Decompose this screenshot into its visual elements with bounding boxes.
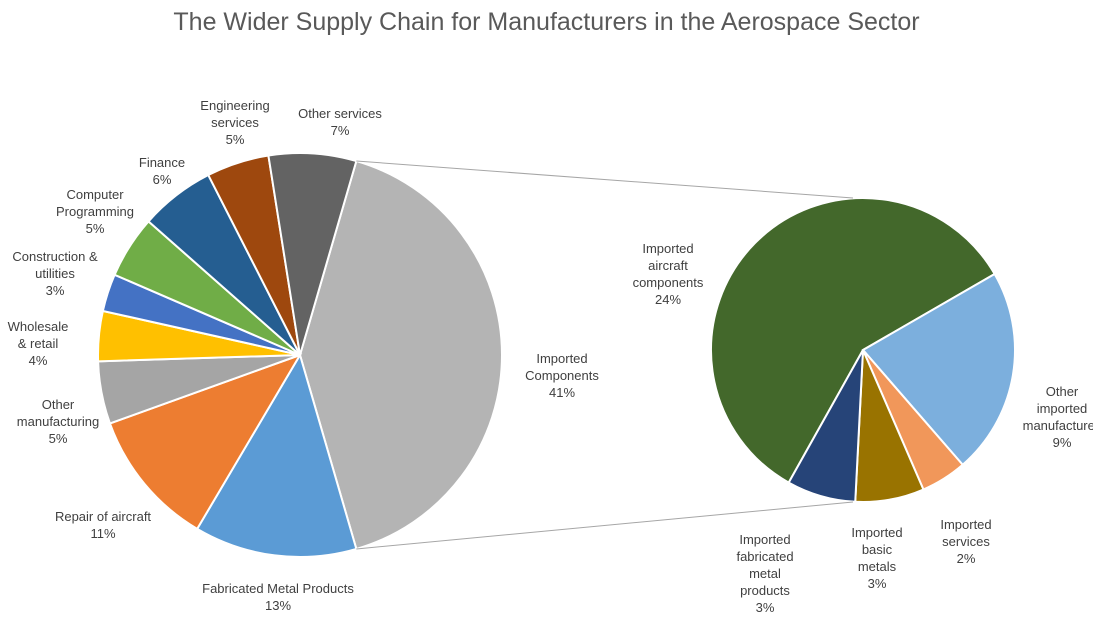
- label-name: Other manufacturing: [16, 397, 100, 429]
- data-label: Wholesale & retail 4%: [3, 318, 73, 369]
- label-value: 41%: [548, 385, 576, 400]
- label-value: 3%: [755, 600, 775, 615]
- data-label: Other manufacturing 5%: [8, 396, 108, 447]
- label-name: Computer Programming: [55, 187, 135, 219]
- pie-slice: [298, 159, 503, 551]
- label-value: 7%: [330, 123, 350, 138]
- data-label: Computer Programming 5%: [45, 186, 145, 237]
- label-value: 4%: [28, 353, 48, 368]
- data-label: Engineering services 5%: [190, 97, 280, 148]
- data-label: Finance 6%: [132, 154, 192, 188]
- data-label: Imported Components 41%: [512, 350, 612, 401]
- connector-line: [356, 160, 854, 199]
- pie-slice: [108, 353, 303, 531]
- label-value: 3%: [45, 283, 65, 298]
- label-name: Imported fabricated metal products: [736, 532, 794, 598]
- label-value: 13%: [264, 598, 292, 613]
- label-name: Imported Components: [525, 351, 599, 383]
- label-name: Construction & utilities: [12, 249, 98, 281]
- label-name: Engineering services: [200, 98, 270, 130]
- data-label: Other services 7%: [280, 105, 400, 139]
- label-name: Fabricated Metal Products: [202, 581, 354, 596]
- label-value: 11%: [90, 526, 116, 541]
- label-name: Imported services: [940, 517, 992, 549]
- label-value: 5%: [225, 132, 245, 147]
- pie-slice: [195, 352, 358, 558]
- label-name: Repair of aircraft: [54, 509, 152, 524]
- label-value: 5%: [48, 431, 68, 446]
- data-label: Imported basic metals 3%: [847, 524, 907, 592]
- data-label: Imported fabricated metal products 3%: [730, 531, 800, 616]
- pie-slice: [267, 152, 358, 356]
- label-value: 2%: [956, 551, 976, 566]
- label-name: Wholesale & retail: [7, 319, 69, 351]
- data-label: Imported services 2%: [931, 516, 1001, 567]
- label-name: Imported aircraft components: [632, 241, 704, 290]
- pie-slice: [861, 272, 1016, 467]
- data-label: Imported aircraft components 24%: [628, 240, 708, 308]
- data-label: Repair of aircraft 11%: [38, 508, 168, 542]
- data-label: Other imported manufactures 9%: [1022, 383, 1093, 451]
- label-value: 6%: [152, 172, 172, 187]
- label-value: 3%: [867, 576, 887, 591]
- label-name: Finance: [138, 155, 186, 170]
- label-value: 9%: [1052, 435, 1072, 450]
- label-name: Other services: [298, 106, 382, 121]
- label-name: Other imported manufactures: [1022, 384, 1093, 433]
- data-label: Fabricated Metal Products 13%: [178, 580, 378, 614]
- connector-line: [356, 501, 854, 550]
- data-label: Construction & utilities 3%: [0, 248, 110, 299]
- pie-slice: [710, 197, 997, 484]
- label-value: 24%: [654, 292, 682, 307]
- pie-slice: [787, 349, 864, 503]
- label-value: 5%: [85, 221, 105, 236]
- chart-title: The Wider Supply Chain for Manufacturers…: [173, 8, 920, 36]
- label-name: Imported basic metals: [851, 525, 903, 574]
